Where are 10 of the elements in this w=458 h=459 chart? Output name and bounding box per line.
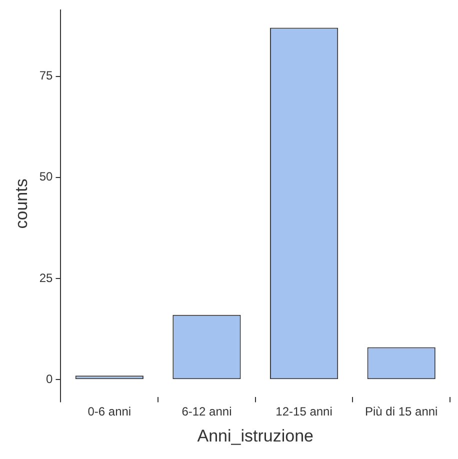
y-tick-label: 25 xyxy=(39,270,54,285)
y-axis-title: counts xyxy=(12,178,31,229)
y-tick-label: 75 xyxy=(39,68,54,83)
x-axis-title: Anni_istruzione xyxy=(197,426,314,446)
y-tick-label: 50 xyxy=(39,170,54,184)
y-tick-label: 0 xyxy=(46,372,54,386)
x-tick-label: 0-6 anni xyxy=(88,404,132,419)
x-tick-label: 6-12 anni xyxy=(182,404,232,419)
x-tick-label: 12-15 anni xyxy=(276,404,332,419)
x-tick-label: Più di 15 anni xyxy=(364,404,438,419)
